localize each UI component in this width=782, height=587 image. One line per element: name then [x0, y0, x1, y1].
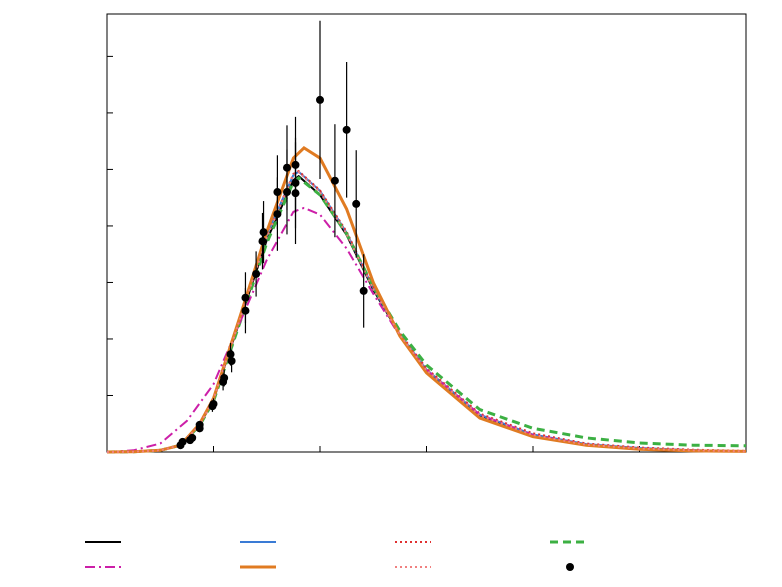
data-point: [316, 95, 324, 104]
data-point: [282, 188, 291, 197]
data-point: [273, 188, 282, 197]
curve: [106, 169, 747, 453]
data-point: [209, 399, 218, 408]
data-point: [258, 237, 267, 246]
curve: [106, 206, 747, 453]
data-point: [352, 199, 361, 208]
plot-frame: [106, 13, 747, 453]
data-point: [241, 293, 250, 302]
data-point: [220, 373, 229, 382]
data-point: [359, 286, 368, 295]
data-point: [227, 357, 236, 366]
data-point: [195, 420, 204, 429]
data-point: [330, 176, 339, 185]
data-point: [188, 433, 197, 442]
curve: [106, 170, 747, 453]
curve: [106, 146, 747, 454]
curve: [106, 170, 747, 453]
data-point: [259, 228, 268, 237]
legend-marker: [566, 563, 574, 571]
data-point: [291, 189, 300, 198]
data-point: [342, 125, 351, 134]
curve: [106, 176, 747, 454]
data-point: [252, 269, 261, 278]
curve: [106, 174, 747, 453]
data-point: [178, 437, 187, 446]
data-point: [226, 350, 235, 359]
